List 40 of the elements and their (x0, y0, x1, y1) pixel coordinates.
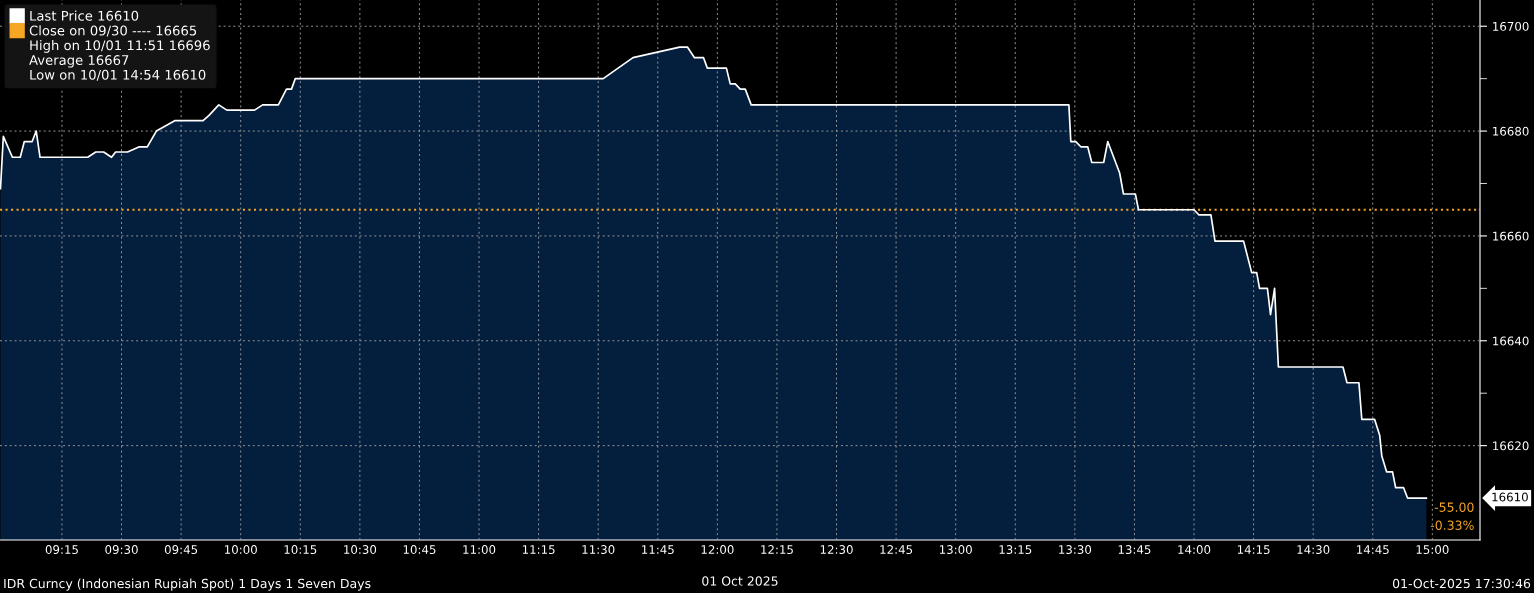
text: IDR Curncy (Indonesian Rupiah Spot) 1 Days 1 Seven Days (4, 578, 371, 591)
x-tick-label: 11:15 (522, 545, 555, 554)
annotation: -55.00 (1434, 502, 1474, 512)
x-tick-label: 09:15 (45, 545, 78, 554)
annotation: -0.33% (1430, 520, 1474, 530)
x-tick-label: 12:45 (880, 545, 913, 554)
x-tick-label: 13:45 (1118, 545, 1151, 554)
x-tick-label: 10:45 (403, 545, 436, 554)
legend-label: Close on 09/30 ---- 16665 (29, 25, 197, 37)
y-tick-label: 16660 (1493, 231, 1529, 241)
x-tick-label: 12:15 (761, 545, 793, 554)
x-tick-label: 13:00 (939, 545, 972, 554)
x-tick-label: 11:45 (642, 545, 674, 554)
text: 16610 (1492, 492, 1528, 502)
x-tick-label: 14:30 (1297, 545, 1330, 554)
x-tick-label: 12:00 (701, 545, 734, 554)
legend-label: Last Price 16610 (30, 10, 139, 21)
x-tick-label: 14:15 (1237, 545, 1270, 554)
y-tick-label: 16700 (1493, 21, 1529, 31)
x-tick-label: 14:00 (1178, 545, 1211, 554)
x-tick-label: 11:00 (463, 545, 496, 554)
x-tick-label: 13:15 (999, 545, 1032, 554)
x-tick-label: 15:00 (1416, 545, 1449, 554)
x-tick-label: 09:30 (105, 545, 138, 554)
annotation: Average 16667 (29, 55, 129, 68)
y-tick-label: 16640 (1493, 336, 1529, 346)
annotation: High on 10/01 11:51 16696 (30, 40, 210, 53)
x-tick-label: 13:30 (1059, 545, 1092, 554)
x-tick-label: 10:15 (284, 545, 317, 554)
annotation: Low on 10/01 14:54 16610 (30, 69, 206, 81)
y-tick-label: 16620 (1493, 441, 1529, 451)
x-tick-label: 10:30 (344, 545, 377, 554)
text: 01-Oct-2025 17:30:46 (1392, 578, 1531, 589)
x-tick-label: 11:30 (582, 545, 615, 554)
x-tick-label: 09:45 (164, 545, 198, 554)
text: 01 Oct 2025 (702, 576, 778, 586)
y-tick-label: 16680 (1493, 126, 1529, 136)
x-tick-label: 14:45 (1357, 545, 1389, 554)
x-tick-label: 12:30 (820, 545, 853, 554)
x-tick-label: 10:00 (224, 545, 257, 554)
